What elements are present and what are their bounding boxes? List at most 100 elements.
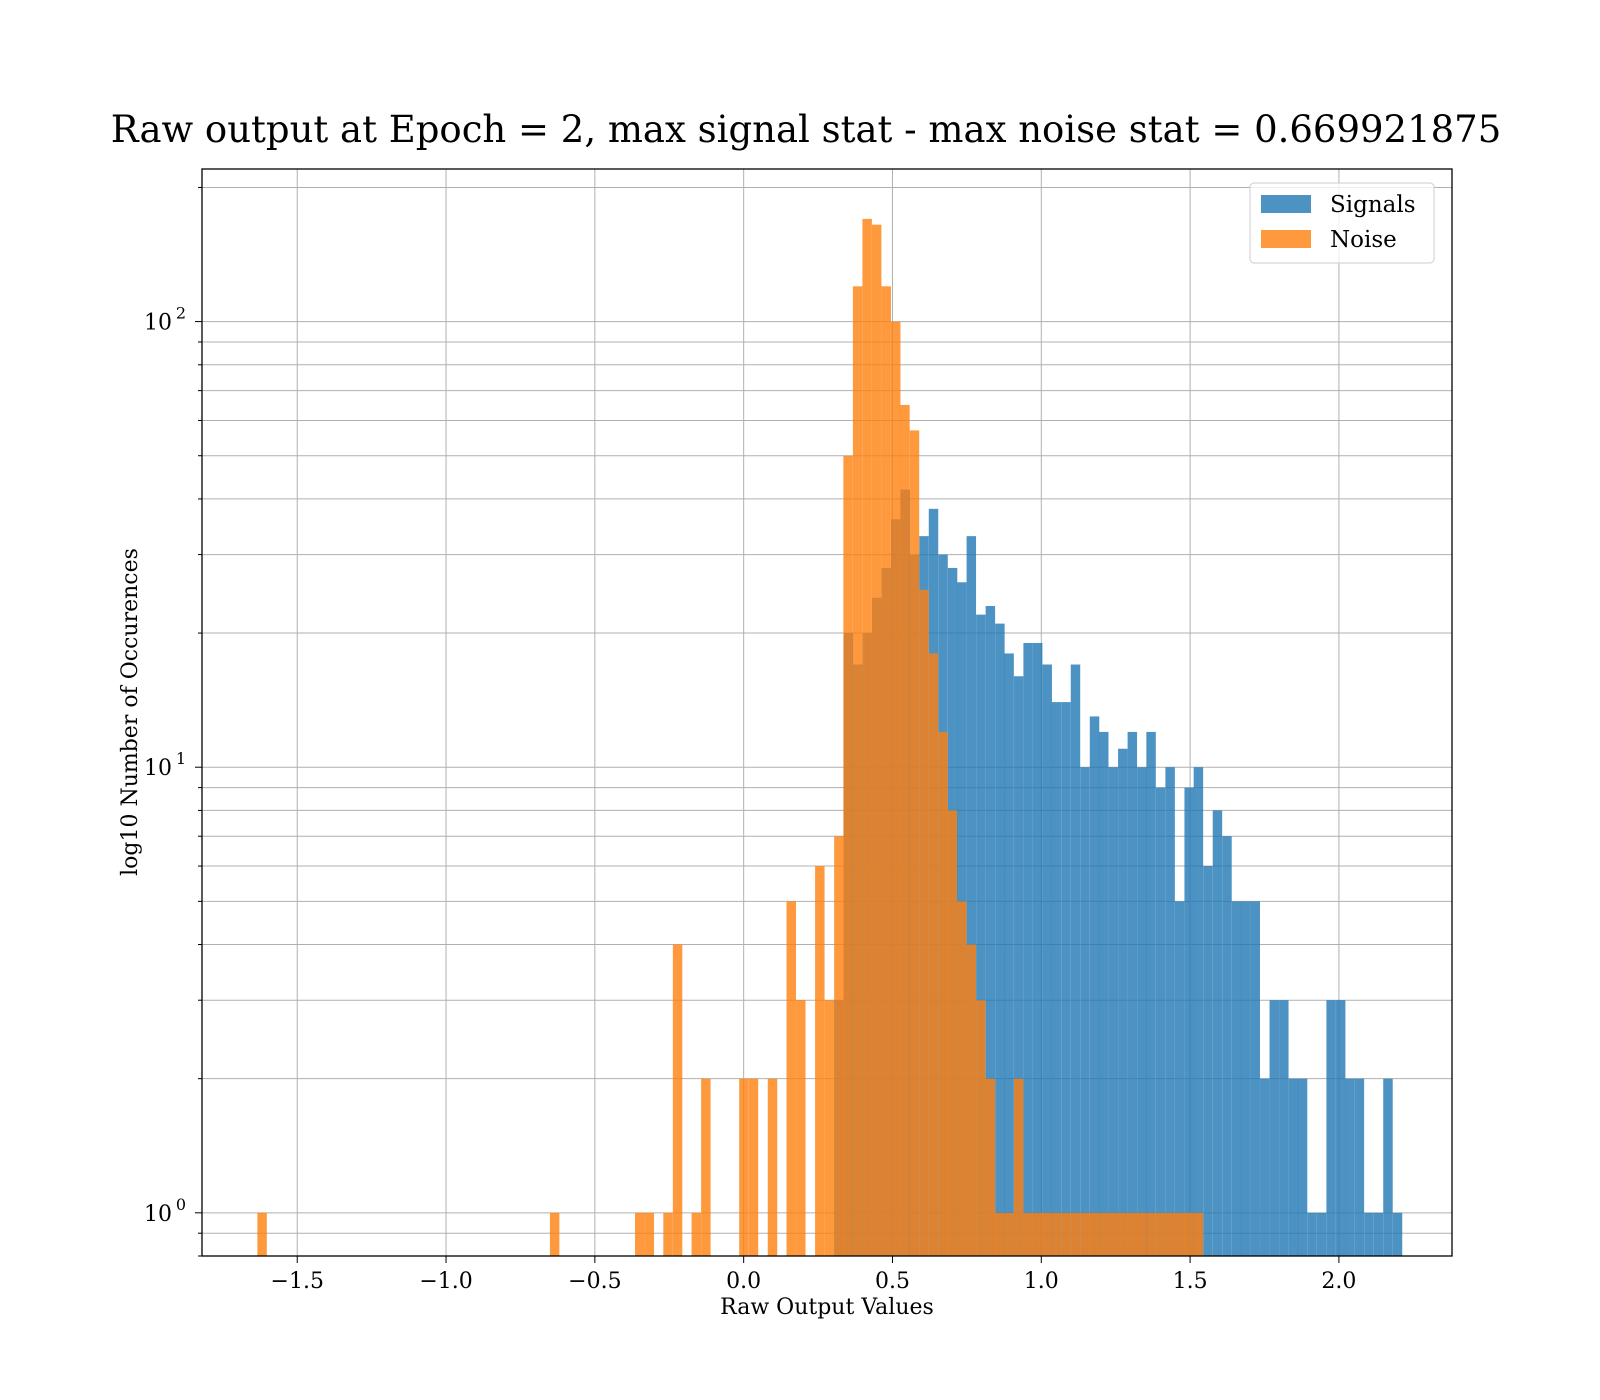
- bar-noise: [928, 653, 939, 1256]
- bar-noise: [890, 321, 901, 1256]
- bar-signals: [966, 536, 977, 1256]
- bar-noise: [824, 1000, 835, 1256]
- bar-noise: [739, 1078, 749, 1256]
- bar-noise: [257, 1212, 267, 1256]
- y-axis-label: log10 Number of Occurences: [118, 548, 143, 876]
- bar-signals: [1004, 653, 1014, 1256]
- bar-signals: [1335, 1000, 1346, 1256]
- bar-noise: [976, 1000, 986, 1256]
- bar-noise: [672, 944, 683, 1256]
- bar-signals: [1269, 1000, 1280, 1256]
- legend-swatch: [1261, 195, 1311, 213]
- bar-noise: [701, 1078, 711, 1256]
- y-tick-exponent: 1: [176, 749, 186, 768]
- bar-noise: [1099, 1212, 1109, 1256]
- bar-signals: [1354, 1078, 1365, 1256]
- bar-signals: [1155, 787, 1166, 1256]
- bar-noise: [862, 218, 872, 1257]
- bar-noise: [635, 1212, 645, 1256]
- x-tick-label: 1.5: [1173, 1269, 1208, 1294]
- x-axis-ticks: −1.5 −1.0 −0.5 0.0 0.5 1.0 1.5 2.0: [271, 1256, 1356, 1294]
- bar-signals: [1222, 836, 1232, 1256]
- bar-signals: [1184, 787, 1194, 1256]
- bar-signals: [1061, 702, 1071, 1256]
- bar-signals: [1108, 767, 1119, 1256]
- bar-noise: [1127, 1212, 1138, 1256]
- bar-noise: [1051, 1212, 1062, 1256]
- bar-noise: [786, 901, 796, 1256]
- legend-label: Signals: [1330, 192, 1416, 218]
- bar-noise: [1089, 1212, 1099, 1256]
- bar-noise: [1023, 1212, 1033, 1256]
- bar-signals: [1307, 1212, 1317, 1256]
- bar-signals: [1146, 731, 1156, 1256]
- bar-noise: [1118, 1212, 1128, 1256]
- bar-noise: [957, 901, 967, 1256]
- legend-label: Noise: [1330, 227, 1397, 253]
- bar-signals: [1070, 664, 1081, 1256]
- bar-noise: [1004, 1212, 1014, 1256]
- bar-noise: [1136, 1212, 1147, 1256]
- x-tick-label: 1.0: [1024, 1269, 1059, 1294]
- bar-noise: [663, 1212, 673, 1256]
- bar-noise: [1080, 1212, 1090, 1256]
- x-tick-label: 2.0: [1321, 1269, 1356, 1294]
- bar-noise: [938, 731, 948, 1256]
- legend-swatch: [1261, 230, 1311, 248]
- bar-noise: [966, 944, 977, 1256]
- x-tick-label: −1.0: [419, 1269, 472, 1294]
- bar-signals: [1326, 1000, 1336, 1256]
- bar-noise: [1184, 1212, 1194, 1256]
- bar-noise: [871, 224, 882, 1256]
- bar-signals: [976, 614, 986, 1256]
- bar-signals: [1013, 676, 1024, 1256]
- bar-noise: [691, 1212, 702, 1256]
- bar-noise: [843, 455, 853, 1256]
- bar-noise: [1042, 1212, 1052, 1256]
- bar-signals: [1193, 767, 1204, 1256]
- x-axis-label: Raw Output Values: [720, 1295, 934, 1320]
- bar-noise: [1193, 1212, 1204, 1256]
- bar-signals: [1089, 716, 1100, 1256]
- bar-noise: [852, 286, 863, 1257]
- histogram-bars: [257, 218, 1403, 1257]
- bar-signals: [1203, 866, 1213, 1256]
- bar-noise: [796, 1000, 806, 1256]
- bar-noise: [994, 1212, 1005, 1256]
- x-tick-label: −1.5: [271, 1269, 324, 1294]
- bar-signals: [1042, 664, 1052, 1256]
- bar-signals: [1212, 810, 1223, 1256]
- chart-title: Raw output at Epoch = 2, max signal stat…: [111, 108, 1502, 151]
- y-tick-label: 10: [144, 311, 172, 336]
- bar-noise: [1155, 1212, 1166, 1256]
- bar-noise: [815, 866, 825, 1256]
- bar-noise: [1108, 1212, 1119, 1256]
- bar-noise: [748, 1078, 759, 1256]
- x-tick-label: −0.5: [568, 1269, 621, 1294]
- x-tick-label: 0.5: [875, 1269, 910, 1294]
- bar-noise: [900, 404, 910, 1256]
- y-tick-exponent: 2: [176, 304, 186, 323]
- bar-signals: [1127, 731, 1138, 1256]
- bar-noise: [1174, 1212, 1185, 1256]
- bar-noise: [767, 1078, 778, 1256]
- bar-noise: [909, 430, 920, 1256]
- y-tick-exponent: 0: [176, 1195, 186, 1214]
- bar-noise: [881, 286, 891, 1257]
- y-tick-label: 10: [144, 756, 172, 781]
- bar-signals: [1165, 767, 1175, 1256]
- bar-noise: [549, 1212, 560, 1256]
- bar-signals: [1345, 1078, 1355, 1256]
- bar-noise: [919, 589, 929, 1256]
- bar-signals: [1174, 901, 1185, 1256]
- bar-signals: [1137, 767, 1147, 1256]
- bar-signals: [1364, 1212, 1374, 1256]
- bar-signals: [1023, 642, 1033, 1256]
- bar-signals: [1373, 1212, 1384, 1256]
- bar-signals: [1099, 731, 1109, 1256]
- bar-noise: [1013, 1078, 1024, 1256]
- bar-noise: [644, 1212, 655, 1256]
- bar-signals: [1383, 1078, 1393, 1256]
